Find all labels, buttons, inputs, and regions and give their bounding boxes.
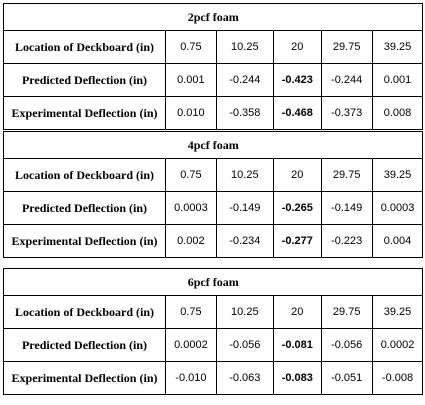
table-title: 4pcf foam bbox=[2, 131, 424, 159]
deflection-table-6pcf: 6pcf foam Location of Deckboard (in) 0.7… bbox=[2, 268, 424, 395]
table-title-row: 6pcf foam bbox=[2, 268, 424, 296]
location-row: Location of Deckboard (in) 0.75 10.25 20… bbox=[3, 30, 424, 64]
predicted-peak-cell: -0.265 bbox=[272, 191, 322, 225]
predicted-peak-cell: -0.081 bbox=[272, 328, 322, 362]
location-cell: 0.75 bbox=[165, 30, 217, 64]
predicted-row: Predicted Deflection (in) 0.0002 -0.056 … bbox=[3, 328, 424, 362]
location-cell: 10.25 bbox=[215, 30, 274, 64]
location-cell: 20 bbox=[272, 30, 322, 64]
predicted-cell: 0.0003 bbox=[371, 191, 424, 225]
table-title: 6pcf foam bbox=[2, 268, 424, 296]
row-label-experimental: Experimental Deflection (in) bbox=[3, 224, 166, 258]
location-cell: 20 bbox=[272, 158, 322, 192]
experimental-cell: -0.063 bbox=[215, 361, 274, 395]
experimental-cell: 0.010 bbox=[165, 96, 217, 130]
deflection-table-2pcf: 2pcf foam Location of Deckboard (in) 0.7… bbox=[2, 3, 424, 130]
row-label-predicted: Predicted Deflection (in) bbox=[3, 328, 166, 362]
predicted-cell: -0.244 bbox=[320, 63, 373, 97]
row-label-location: Location of Deckboard (in) bbox=[3, 295, 166, 329]
row-label-location: Location of Deckboard (in) bbox=[3, 30, 166, 64]
location-cell: 39.25 bbox=[371, 295, 424, 329]
row-label-experimental: Experimental Deflection (in) bbox=[3, 361, 166, 395]
predicted-cell: -0.149 bbox=[215, 191, 274, 225]
location-cell: 0.75 bbox=[165, 158, 217, 192]
predicted-cell: -0.056 bbox=[320, 328, 373, 362]
experimental-cell: -0.234 bbox=[215, 224, 274, 258]
experimental-cell: 0.008 bbox=[371, 96, 424, 130]
experimental-peak-cell: -0.468 bbox=[272, 96, 322, 130]
experimental-cell: -0.373 bbox=[320, 96, 373, 130]
experimental-row: Experimental Deflection (in) 0.010 -0.35… bbox=[3, 96, 424, 130]
deflection-table-4pcf: 4pcf foam Location of Deckboard (in) 0.7… bbox=[2, 131, 424, 258]
experimental-cell: 0.002 bbox=[165, 224, 217, 258]
experimental-row: Experimental Deflection (in) 0.002 -0.23… bbox=[3, 224, 424, 258]
row-label-location: Location of Deckboard (in) bbox=[3, 158, 166, 192]
experimental-peak-cell: -0.083 bbox=[272, 361, 322, 395]
location-cell: 29.75 bbox=[320, 295, 373, 329]
predicted-cell: 0.0003 bbox=[165, 191, 217, 225]
row-label-predicted: Predicted Deflection (in) bbox=[3, 191, 166, 225]
experimental-cell: 0.004 bbox=[371, 224, 424, 258]
location-cell: 29.75 bbox=[320, 30, 373, 64]
predicted-cell: 0.0002 bbox=[371, 328, 424, 362]
predicted-peak-cell: -0.423 bbox=[272, 63, 322, 97]
location-cell: 10.25 bbox=[215, 158, 274, 192]
location-row: Location of Deckboard (in) 0.75 10.25 20… bbox=[3, 295, 424, 329]
table-title-row: 2pcf foam bbox=[2, 3, 424, 31]
predicted-cell: 0.001 bbox=[371, 63, 424, 97]
location-cell: 10.25 bbox=[215, 295, 274, 329]
predicted-row: Predicted Deflection (in) 0.0003 -0.149 … bbox=[3, 191, 424, 225]
predicted-cell: -0.244 bbox=[215, 63, 274, 97]
location-row: Location of Deckboard (in) 0.75 10.25 20… bbox=[3, 158, 424, 192]
experimental-cell: -0.223 bbox=[320, 224, 373, 258]
row-label-experimental: Experimental Deflection (in) bbox=[3, 96, 166, 130]
table-title-row: 4pcf foam bbox=[2, 131, 424, 159]
experimental-row: Experimental Deflection (in) -0.010 -0.0… bbox=[3, 361, 424, 395]
experimental-cell: -0.358 bbox=[215, 96, 274, 130]
location-cell: 0.75 bbox=[165, 295, 217, 329]
experimental-peak-cell: -0.277 bbox=[272, 224, 322, 258]
experimental-cell: -0.051 bbox=[320, 361, 373, 395]
predicted-cell: -0.149 bbox=[320, 191, 373, 225]
predicted-cell: -0.056 bbox=[215, 328, 274, 362]
experimental-cell: -0.010 bbox=[165, 361, 217, 395]
location-cell: 39.25 bbox=[371, 158, 424, 192]
predicted-cell: 0.0002 bbox=[165, 328, 217, 362]
experimental-cell: -0.008 bbox=[371, 361, 424, 395]
predicted-cell: 0.001 bbox=[165, 63, 217, 97]
location-cell: 20 bbox=[272, 295, 322, 329]
location-cell: 29.75 bbox=[320, 158, 373, 192]
row-label-predicted: Predicted Deflection (in) bbox=[3, 63, 166, 97]
predicted-row: Predicted Deflection (in) 0.001 -0.244 -… bbox=[3, 63, 424, 97]
location-cell: 39.25 bbox=[371, 30, 424, 64]
table-title: 2pcf foam bbox=[2, 3, 424, 31]
